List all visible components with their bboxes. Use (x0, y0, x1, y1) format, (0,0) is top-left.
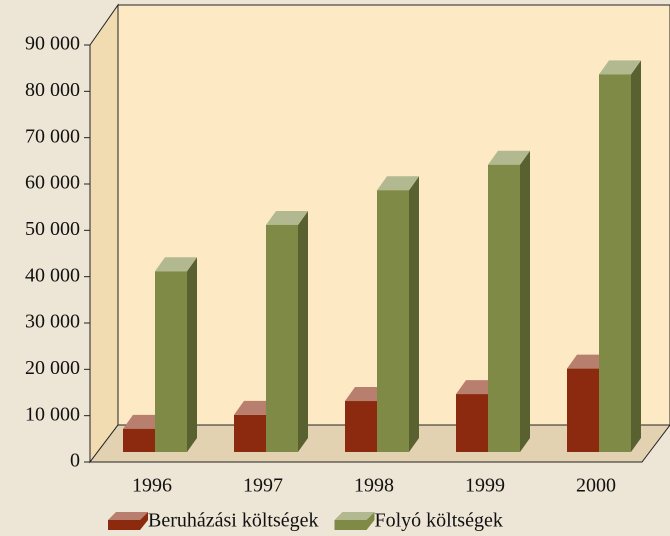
bar (123, 428, 155, 452)
bar-side (409, 176, 419, 452)
x-tick-label: 1999 (465, 475, 505, 497)
bar-top (567, 354, 609, 369)
y-tick-label: 80 000 (25, 79, 80, 101)
y-tick-label: 60 000 (25, 172, 80, 194)
bar-top (123, 414, 165, 429)
bar-top (345, 387, 387, 402)
y-tick-label: 70 000 (25, 125, 80, 147)
y-tick-label: 50 000 (25, 218, 80, 240)
bar (345, 401, 377, 452)
bar-top (599, 60, 641, 75)
y-tick-label: 10 000 (25, 403, 80, 425)
legend-swatch-top (108, 512, 148, 520)
bar-side (298, 210, 308, 452)
bar (377, 190, 409, 452)
legend-swatch-top (334, 512, 375, 520)
bar (456, 394, 488, 452)
legend-label: Folyó költségek (375, 510, 503, 532)
bar-top (155, 257, 197, 272)
bar-top (234, 400, 276, 415)
bar (567, 368, 599, 452)
bar (155, 271, 187, 452)
y-tick-label: 0 (70, 450, 80, 472)
legend-swatch (108, 512, 148, 530)
bar (234, 414, 266, 452)
side-wall (89, 3, 119, 464)
bar (599, 74, 631, 452)
y-tick-label: 30 000 (25, 311, 80, 333)
y-tick-label: 20 000 (25, 357, 80, 379)
x-tick-label: 1998 (354, 475, 394, 497)
bar-side (520, 150, 530, 452)
bar-side (631, 60, 641, 453)
bar-top (377, 176, 419, 191)
bar (488, 164, 520, 452)
bar-side (187, 257, 197, 452)
bar-top (456, 380, 498, 395)
bar-top (266, 210, 308, 225)
bar-top (488, 150, 530, 165)
y-tick-label: 90 000 (25, 33, 80, 55)
x-tick-label: 1997 (243, 475, 283, 497)
legend-label: Beruházási költségek (148, 510, 319, 532)
bar (266, 224, 298, 452)
x-tick-label: 1996 (132, 475, 172, 497)
y-tick-label: 40 000 (25, 264, 80, 286)
x-tick-label: 2000 (576, 475, 616, 497)
legend-swatch (334, 512, 375, 530)
